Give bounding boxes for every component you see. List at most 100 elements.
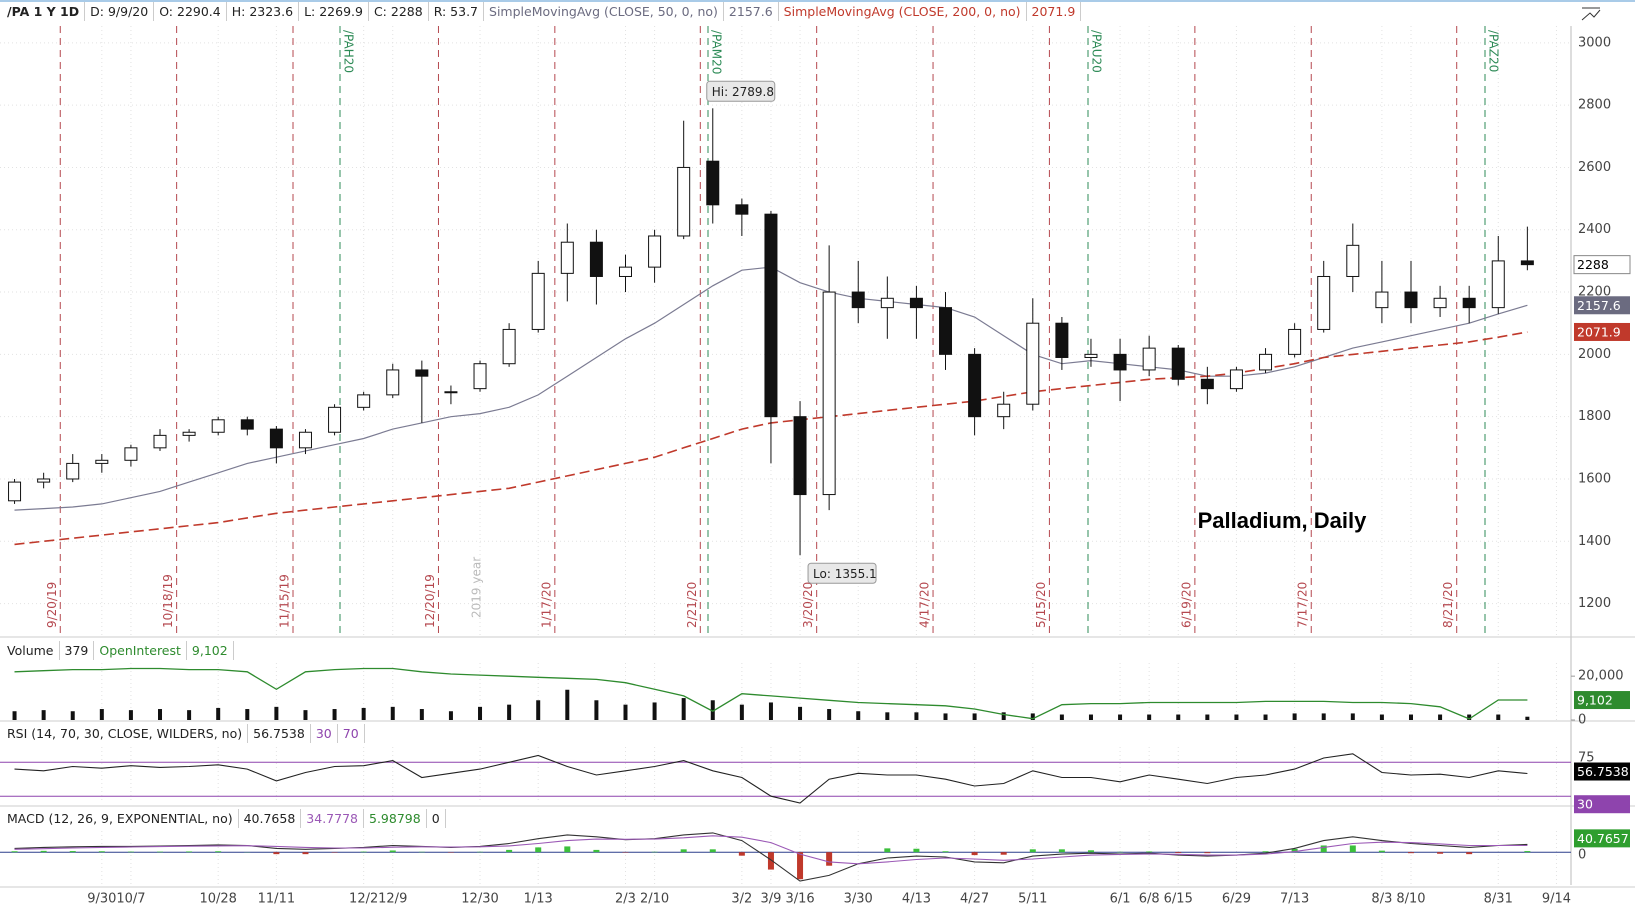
macd-histogram (680, 849, 687, 853)
expiration-label: 3/20/20 (801, 582, 815, 628)
study-value: 70 (337, 724, 365, 743)
candle-body (1433, 297, 1447, 309)
x-tick-label: 1/13 (524, 892, 553, 907)
study-value: 9,102 (186, 641, 234, 660)
annotation: Palladium, Daily (1198, 508, 1367, 533)
y-tick-label: 2400 (1578, 222, 1611, 237)
candle-body (8, 481, 22, 502)
candle-body (66, 462, 80, 480)
macd-histogram (971, 852, 978, 856)
volume-bar (1030, 713, 1035, 720)
macd-histogram (1349, 845, 1356, 853)
volume-bar (1350, 713, 1355, 720)
value-badge: 2071.9 (1577, 324, 1621, 339)
callout-bg (706, 80, 776, 102)
candle-body (880, 297, 894, 309)
x-tick-label: 6/15 (1164, 892, 1193, 907)
study-value: 34.7778 (301, 809, 364, 828)
y-tick-label: 1400 (1578, 534, 1611, 549)
macd-histogram (186, 851, 193, 853)
value-badge: 2157.6 (1577, 298, 1621, 313)
candle-body (95, 459, 109, 464)
volume-bar (1379, 714, 1384, 720)
candle-body (153, 434, 167, 449)
macd-line (14, 832, 1528, 882)
candle-body (764, 213, 778, 418)
volume-bar (448, 711, 453, 720)
candle-body (1462, 297, 1476, 309)
x-tick-label: 3/9 (760, 892, 781, 907)
callout-bg (807, 562, 877, 584)
volume-bar (158, 709, 163, 720)
draw-icon (1581, 7, 1601, 21)
candle-body (648, 235, 662, 268)
macd-histogram (709, 849, 716, 853)
value-badge-bg (1574, 296, 1630, 315)
y-tick-label: 1200 (1578, 596, 1611, 611)
macd-histogram (1524, 851, 1531, 853)
value-badge-bg (1574, 795, 1630, 814)
volume-bar (1234, 714, 1239, 720)
volume-bar (972, 713, 977, 720)
candle-body (357, 394, 371, 408)
status: R: 53.7 (428, 2, 485, 21)
volume-bar (1467, 714, 1472, 720)
macd-histogram (389, 850, 396, 853)
study-value: 5.98798 (364, 809, 427, 828)
volume-bar (1118, 714, 1123, 720)
candle-body (502, 328, 516, 365)
macd-histogram (1087, 850, 1094, 853)
callout: Lo: 1355.1 (813, 567, 877, 581)
macd-histogram (1262, 851, 1269, 853)
volume-bar (1292, 713, 1297, 720)
candle-body (298, 431, 312, 449)
y-tick-label: 1600 (1578, 471, 1611, 486)
candle-body (1229, 369, 1243, 390)
candle-body (1520, 260, 1534, 266)
volume-bar (885, 712, 890, 720)
volume-bar (1321, 713, 1326, 720)
macd-histogram (273, 852, 280, 855)
y-tick-label: 0 (1578, 713, 1586, 728)
candle-body (531, 272, 545, 330)
candle-body (618, 266, 632, 277)
x-tick-label: 9/14 (1542, 892, 1571, 907)
x-tick-label: 4/27 (960, 892, 989, 907)
macd-histogram (157, 851, 164, 853)
candle-body (1404, 291, 1418, 309)
value-badge: 56.7538 (1577, 764, 1629, 779)
candle-body (909, 297, 923, 309)
volume-bar (565, 689, 570, 720)
volume-bar (41, 710, 46, 720)
x-tick-label: 10/28 (199, 892, 236, 907)
status: L: 2269.9 (299, 2, 369, 21)
x-tick-label: 6/8 (1139, 892, 1160, 907)
y-tick-label: 75 (1578, 751, 1595, 766)
candle-body (182, 431, 196, 436)
candle-body (1288, 328, 1302, 355)
x-tick-label: 3/2 (731, 892, 752, 907)
volume-bar (507, 704, 512, 720)
macd-histogram (913, 848, 920, 853)
candle-body (706, 160, 720, 206)
candle-body (1026, 322, 1040, 405)
macd-histogram (593, 849, 600, 853)
study-value: 40.7658 (238, 809, 302, 828)
expiration-label: 6/19/20 (1179, 582, 1193, 628)
value-badge-bg (1574, 829, 1630, 848)
volume-bar (856, 711, 861, 720)
expiration-label: 1/17/20 (539, 582, 553, 628)
candle-body (1375, 291, 1389, 309)
volume-bar (70, 711, 75, 720)
macd-histogram (98, 851, 105, 853)
macd-histogram (11, 851, 18, 853)
volume-bar (652, 702, 657, 720)
volume-bar (419, 709, 424, 720)
y-tick-label: 0 (1578, 848, 1586, 863)
macd-histogram (1146, 851, 1153, 853)
candle-body (269, 428, 283, 449)
volume-bar (1205, 714, 1210, 720)
value-badge-bg (1574, 762, 1630, 781)
value-badge-bg (1573, 255, 1631, 275)
volume-bar (332, 709, 337, 720)
